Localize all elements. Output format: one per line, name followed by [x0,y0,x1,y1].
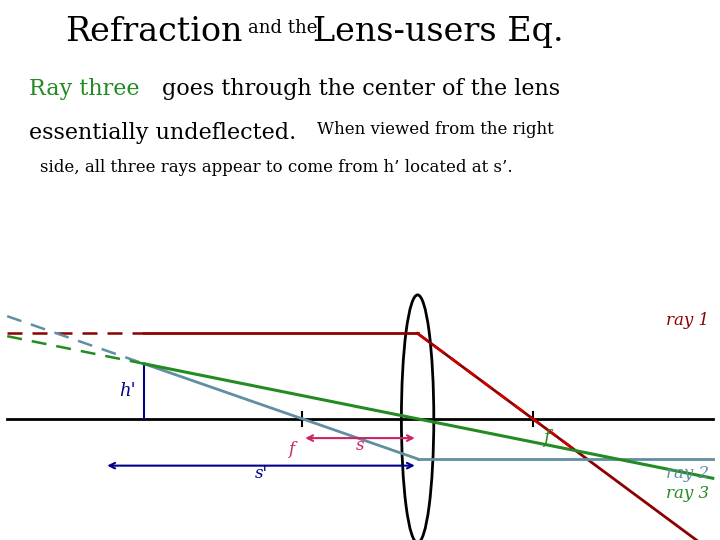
Text: Ray three: Ray three [29,78,139,100]
Text: side, all three rays appear to come from h’ located at s’.: side, all three rays appear to come from… [40,159,512,176]
Text: and the: and the [248,19,318,37]
Text: goes through the center of the lens: goes through the center of the lens [162,78,560,100]
Text: s: s [356,437,364,454]
Text: ray 1: ray 1 [666,312,709,329]
Text: ray 3: ray 3 [666,485,709,502]
Text: s': s' [254,465,268,482]
Text: ray 2: ray 2 [666,465,709,483]
Text: When viewed from the right: When viewed from the right [317,122,554,138]
Text: essentially undeflected.: essentially undeflected. [29,122,296,144]
Text: Refraction: Refraction [65,16,242,48]
Text: f: f [287,441,294,458]
Text: f: f [544,429,550,447]
Text: Lens-users Eq.: Lens-users Eq. [313,16,564,48]
Text: h': h' [119,382,135,400]
